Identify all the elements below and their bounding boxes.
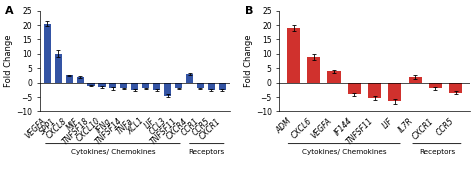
Bar <box>219 83 226 90</box>
Bar <box>76 77 83 83</box>
Text: B: B <box>245 6 254 16</box>
Bar <box>307 57 320 83</box>
Bar <box>348 83 361 94</box>
Bar <box>429 83 442 88</box>
Bar <box>368 83 381 98</box>
Text: Receptors: Receptors <box>419 149 455 155</box>
Bar <box>175 83 182 88</box>
Bar <box>131 83 138 90</box>
Bar <box>208 83 215 90</box>
Bar <box>88 83 95 86</box>
Bar <box>44 24 51 83</box>
Bar <box>120 83 128 88</box>
Bar <box>186 74 193 83</box>
Bar <box>449 83 462 93</box>
Bar <box>328 71 341 83</box>
Text: Cytokines/ Chemokines: Cytokines/ Chemokines <box>71 149 155 155</box>
Text: Cytokines/ Chemokines: Cytokines/ Chemokines <box>302 149 386 155</box>
Bar <box>142 83 149 88</box>
Bar <box>409 77 422 83</box>
Bar <box>388 83 401 101</box>
Text: A: A <box>5 6 14 16</box>
Bar <box>287 28 300 83</box>
Bar <box>65 75 73 83</box>
Bar <box>55 54 62 83</box>
Y-axis label: Fold Change: Fold Change <box>244 35 253 87</box>
Bar <box>99 83 106 87</box>
Bar <box>197 83 204 88</box>
Bar <box>109 83 117 88</box>
Bar <box>164 83 171 96</box>
Bar <box>153 83 160 90</box>
Text: Receptors: Receptors <box>189 149 225 155</box>
Y-axis label: Fold Change: Fold Change <box>4 35 13 87</box>
